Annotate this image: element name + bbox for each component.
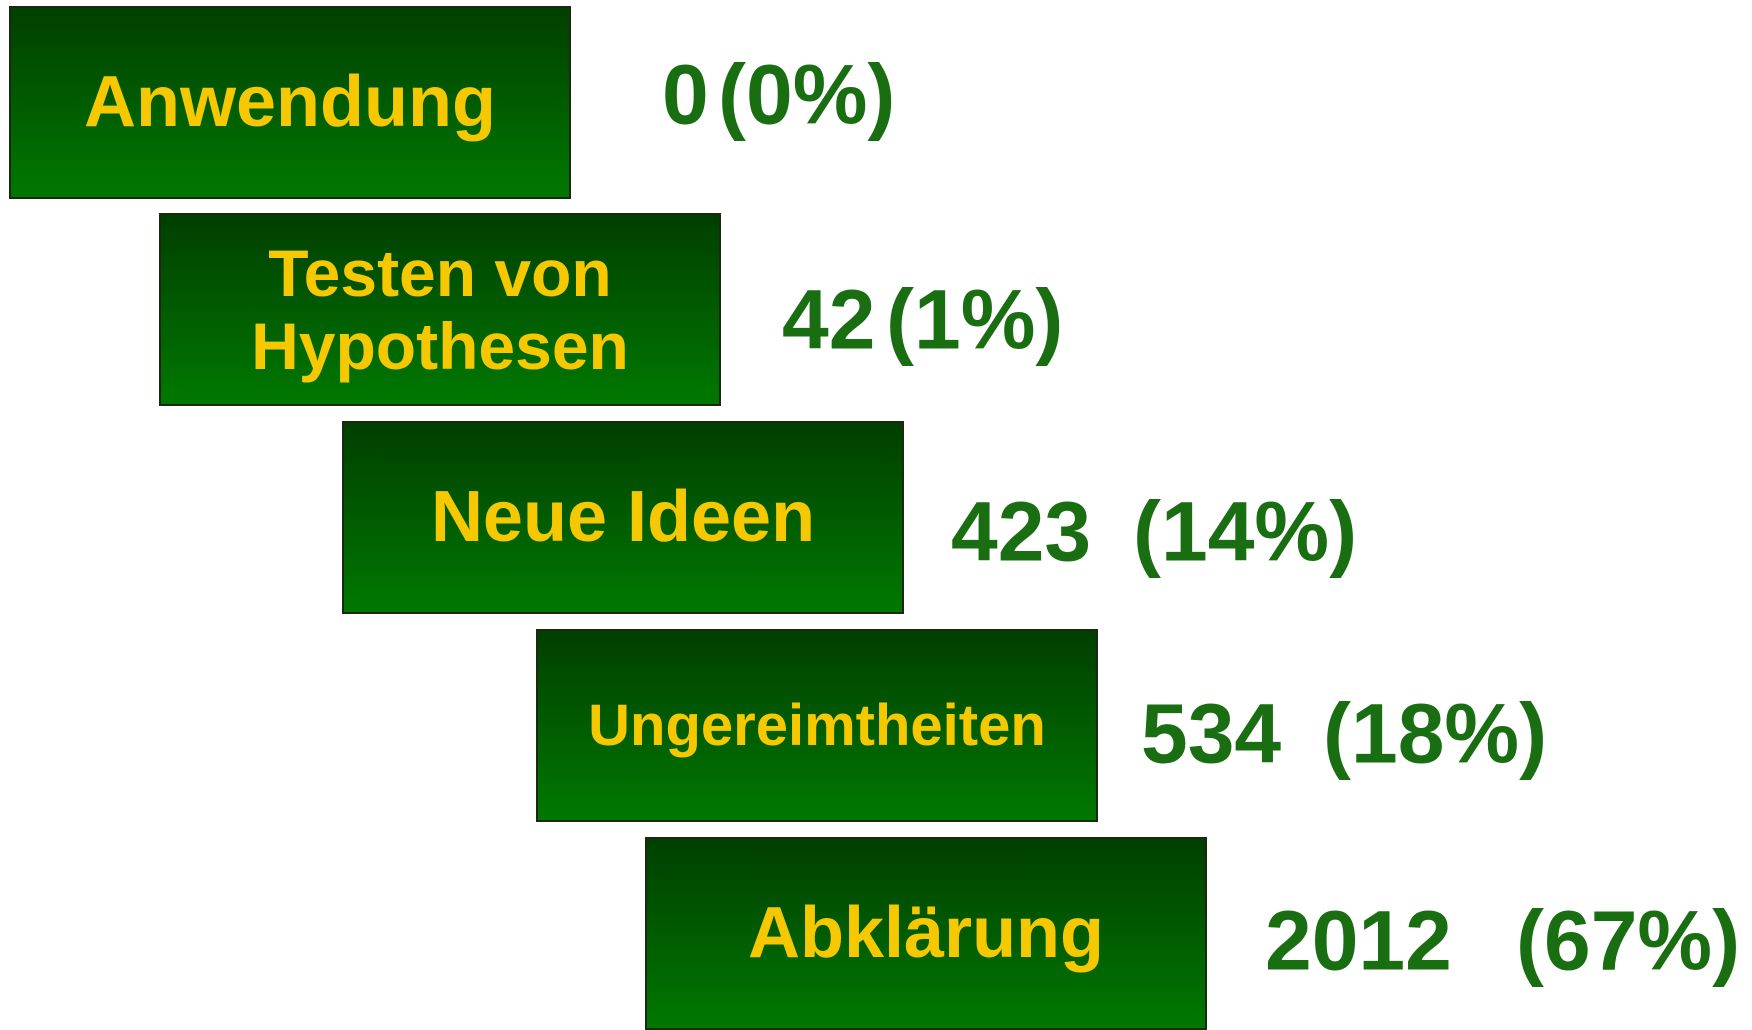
stage-count: 2012 <box>1265 893 1452 988</box>
stage-box: Ungereimtheiten <box>536 629 1098 822</box>
stage-box: Testen von Hypothesen <box>159 213 721 406</box>
stage-label: Neue Ideen <box>430 476 816 557</box>
stage-percent: (67%) <box>1516 893 1741 988</box>
stage-percent: (0%) <box>718 47 896 142</box>
stage-label: Abklärung <box>747 892 1105 973</box>
stage-label: Testen von Hypothesen <box>251 235 629 383</box>
stage-box: Abklärung <box>645 837 1207 1030</box>
stage-percent: (14%) <box>1133 484 1358 579</box>
stage-box: Neue Ideen <box>342 421 904 614</box>
stage-count: 0 <box>662 47 709 142</box>
stage-box: Anwendung <box>9 6 571 199</box>
stage-percent: (1%) <box>886 272 1064 367</box>
stage-count: 534 <box>1141 686 1282 781</box>
stage-label: Ungereimtheiten <box>588 692 1046 758</box>
stage-percent: (18%) <box>1323 686 1548 781</box>
stage-label: Anwendung <box>84 61 496 142</box>
stage-count: 423 <box>951 484 1092 579</box>
stage-count: 42 <box>782 272 876 367</box>
